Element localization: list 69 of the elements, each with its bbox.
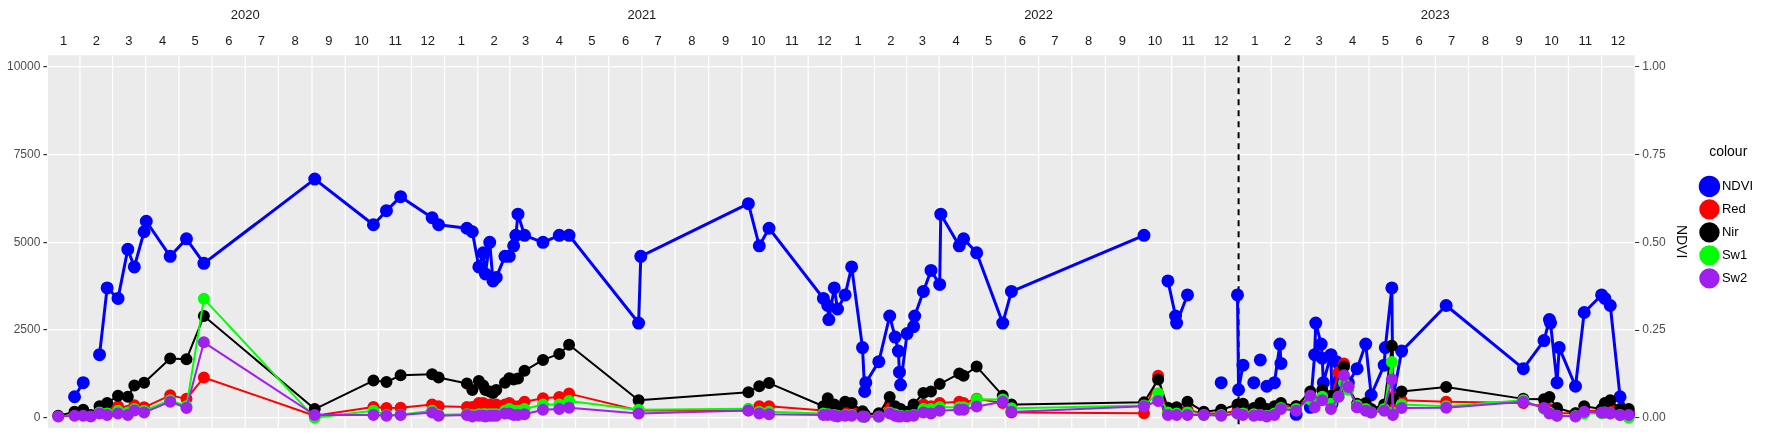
x-tick-label: 9 [1118, 32, 1126, 48]
y2-tick-label: 1.00 [1642, 59, 1666, 74]
x-tick-label: 4 [158, 32, 167, 48]
x-tick-label: 9 [721, 32, 730, 48]
x-tick-label: 10 [1544, 32, 1559, 48]
x-tick-label: 5 [1381, 32, 1389, 48]
legend-label: Red [1721, 200, 1746, 216]
legend-label: Sw2 [1721, 269, 1748, 285]
legend-label: Sw1 [1721, 246, 1748, 262]
x-tick-label: 10 [354, 32, 369, 48]
x-tick-label: 5 [191, 32, 199, 48]
x-tick-label: 9 [325, 32, 333, 48]
y-tick-label: 7500 [13, 146, 41, 161]
x-tick-label: 3 [1315, 32, 1323, 48]
y2-tick-label: 0.75 [1642, 146, 1666, 161]
x-tick-label: 7 [257, 32, 266, 48]
x-tick-label: 2 [1283, 32, 1292, 48]
x-tick-label: 3 [521, 32, 530, 48]
x-tick-label: 1 [60, 32, 68, 48]
x-tick-label: 11 [785, 32, 799, 48]
x-tick-label: 10 [1147, 32, 1163, 48]
x-tick-label: 7 [1447, 32, 1456, 48]
y2-tick-label: 0.50 [1642, 234, 1666, 249]
y2-tick-label: 0.25 [1642, 322, 1666, 337]
x-tick-label: 12 [420, 32, 436, 48]
x-tick-label: 8 [291, 32, 299, 48]
x2-tick-label: 2020 [230, 7, 260, 23]
x-tick-label: 8 [1084, 32, 1093, 48]
x-tick-label: 8 [1481, 32, 1489, 48]
legend-title: colour [1709, 142, 1748, 159]
x-tick-label: 12 [1213, 32, 1229, 48]
x-tick-label: 6 [1018, 32, 1026, 48]
y-tick-label: 10000 [6, 59, 41, 74]
x-tick-label: 2 [490, 32, 498, 48]
x2-tick-label: 2023 [1420, 7, 1450, 23]
y2-axis-title: NDVI [1674, 224, 1691, 259]
x-tick-label: 1 [854, 32, 862, 48]
x2-tick-label: 2022 [1024, 7, 1054, 23]
x-tick-label: 10 [750, 32, 766, 48]
x-tick-label: 2 [92, 32, 100, 48]
x-tick-label: 3 [918, 32, 926, 48]
x-tick-label: 11 [1181, 32, 1196, 48]
x-tick-label: 9 [1515, 32, 1523, 48]
x-tick-label: 4 [1349, 32, 1357, 48]
x-tick-label: 7 [1051, 32, 1059, 48]
x-tick-label: 4 [952, 32, 960, 48]
x-tick-label: 1 [1251, 32, 1259, 48]
x-tick-label: 6 [1415, 32, 1423, 48]
x-tick-label: 6 [621, 32, 630, 48]
x2-tick-label: 2021 [627, 7, 657, 23]
x-tick-label: 5 [984, 32, 993, 48]
y2-tick-label: 0.00 [1642, 410, 1666, 425]
x-tick-label: 3 [125, 32, 133, 48]
x-tick-label: 7 [654, 32, 662, 48]
x-tick-label: 12 [817, 32, 832, 48]
x-tick-label: 11 [1578, 32, 1593, 48]
x-tick-label: 12 [1610, 32, 1626, 48]
x-tick-label: 2 [887, 32, 895, 48]
y-tick-label: 5000 [13, 234, 41, 249]
y-tick-label: 2500 [13, 322, 41, 337]
x-tick-label: 5 [588, 32, 596, 48]
x-tick-label: 8 [688, 32, 696, 48]
legend-label: Nir [1721, 223, 1740, 239]
legend-label: NDVI [1721, 177, 1753, 193]
y-tick-label: 0 [33, 410, 41, 425]
x-tick-label: 4 [555, 32, 563, 48]
x-tick-label: 11 [388, 32, 402, 48]
x-tick-label: 1 [457, 32, 466, 48]
x-tick-label: 6 [225, 32, 233, 48]
